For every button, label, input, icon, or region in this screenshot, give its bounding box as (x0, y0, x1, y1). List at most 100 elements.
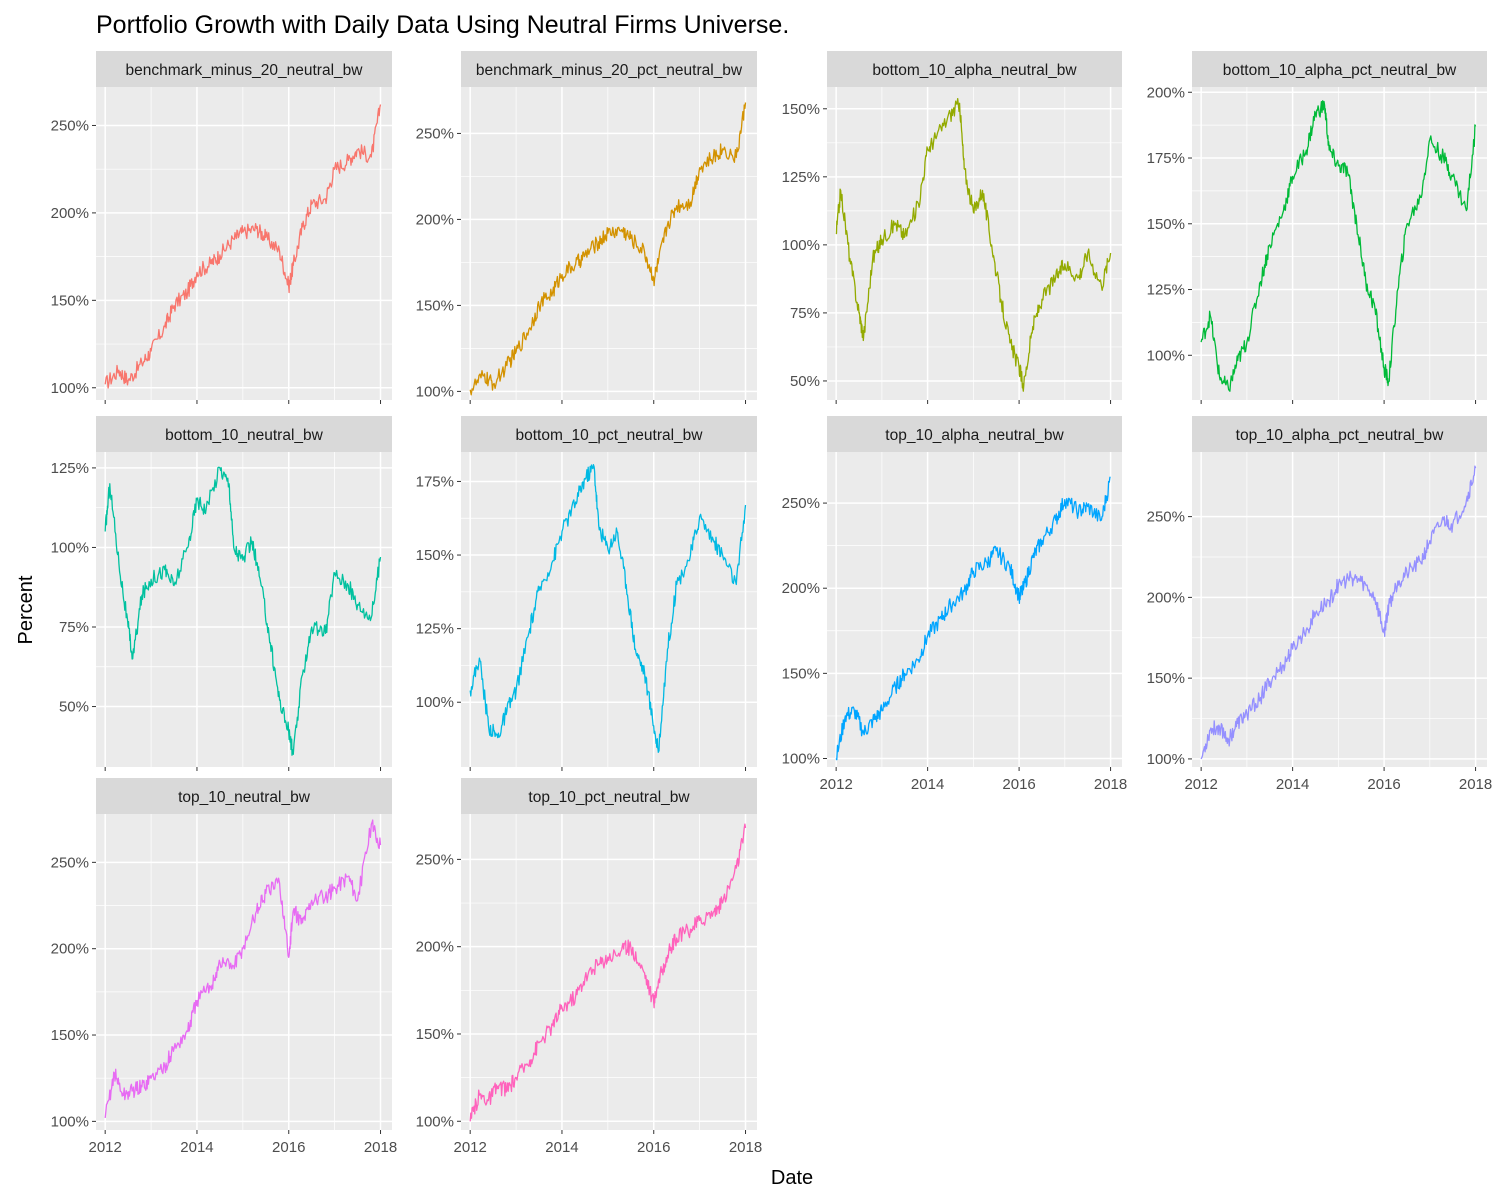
y-tick-label: 100% (51, 1113, 89, 1130)
facet-strip (1192, 51, 1487, 87)
x-tick-label: 2016 (1367, 776, 1400, 793)
facet-strip (461, 778, 757, 814)
series-line-top_10_neutral_bw (104, 819, 382, 1118)
facet-strip-label: top_10_alpha_neutral_bw (885, 427, 1064, 444)
x-tick-label: 2018 (1459, 776, 1492, 793)
facet-panel-top_10_neutral_bw: top_10_neutral_bw 100% 150% 200% 250% 2012 201… (51, 778, 397, 1156)
y-tick-label: 100% (782, 750, 820, 767)
y-tick-label: 100% (416, 1113, 454, 1130)
y-tick-label: 175% (1147, 150, 1185, 167)
facet-strip (827, 51, 1122, 87)
facet-strip (96, 778, 392, 814)
y-tick-label: 250% (782, 495, 820, 512)
y-tick-label: 100% (416, 694, 454, 711)
panel-background (461, 452, 757, 767)
facet-panel-bottom_10_alpha_pct_neutral_bw: bottom_10_alpha_pct_neutral_bw 100% 125% 15… (1147, 51, 1487, 404)
panel-background (827, 452, 1122, 767)
x-tick-label: 2016 (637, 1139, 670, 1156)
x-tick-label: 2012 (453, 1139, 486, 1156)
series-line-bottom_10_alpha_pct_neutral_bw (1200, 100, 1477, 392)
series-line-top_10_alpha_neutral_bw (835, 476, 1111, 761)
x-tick-label: 2012 (1184, 776, 1217, 793)
x-tick-label: 2018 (1094, 776, 1127, 793)
panel-background (96, 814, 392, 1130)
x-axis-title: Date (771, 1167, 813, 1189)
facet-strip (827, 416, 1122, 452)
y-tick-label: 75% (59, 619, 89, 636)
panel-background (1192, 87, 1487, 400)
panel-background (96, 87, 392, 400)
y-tick-label: 150% (51, 1027, 89, 1044)
y-tick-label: 150% (51, 292, 89, 309)
y-tick-label: 175% (416, 473, 454, 490)
y-tick-label: 125% (51, 460, 89, 477)
y-tick-label: 150% (416, 297, 454, 314)
x-tick-label: 2014 (545, 1139, 578, 1156)
y-tick-label: 200% (51, 941, 89, 958)
y-tick-label: 200% (1147, 84, 1185, 101)
y-tick-label: 150% (782, 665, 820, 682)
x-tick-label: 2014 (911, 776, 944, 793)
y-tick-label: 150% (416, 1026, 454, 1043)
series-line-bottom_10_neutral_bw (104, 466, 382, 756)
y-tick-label: 150% (1147, 216, 1185, 233)
series-line-benchmark_minus_20_neutral_bw (104, 104, 382, 389)
y-tick-label: 125% (1147, 282, 1185, 299)
facet-panel-top_10_alpha_neutral_bw: top_10_alpha_neutral_bw 100% 150% 200% 250% 2… (782, 416, 1127, 793)
panel-background (461, 87, 757, 400)
y-tick-label: 200% (416, 939, 454, 956)
facet-strip (461, 51, 757, 87)
panel-background (96, 452, 392, 767)
series-line-top_10_pct_neutral_bw (469, 823, 747, 1122)
y-tick-label: 250% (1147, 509, 1185, 526)
x-tick-label: 2018 (364, 1139, 397, 1156)
facet-panels: benchmark_minus_20_neutral_bw 100% 150% 200… (51, 51, 1492, 1156)
x-tick-label: 2014 (180, 1139, 213, 1156)
facet-strip-label: bottom_10_alpha_pct_neutral_bw (1223, 62, 1457, 79)
facet-strip-label: bottom_10_pct_neutral_bw (516, 427, 704, 444)
y-tick-label: 50% (790, 373, 820, 390)
facet-strip-label: top_10_pct_neutral_bw (528, 789, 690, 806)
facet-panel-bottom_10_neutral_bw: bottom_10_neutral_bw 50% 75% 100% 125% (51, 416, 392, 771)
y-tick-label: 200% (51, 205, 89, 222)
facet-strip (96, 416, 392, 452)
y-axis-title: Percent (15, 575, 37, 644)
y-tick-label: 100% (782, 237, 820, 254)
x-tick-label: 2016 (1002, 776, 1035, 793)
series-line-top_10_alpha_pct_neutral_bw (1200, 465, 1477, 760)
facet-strip-label: benchmark_minus_20_neutral_bw (126, 62, 364, 79)
panel-background (1192, 452, 1487, 767)
x-tick-label: 2016 (272, 1139, 305, 1156)
chart-title: Portfolio Growth with Daily Data Using N… (96, 11, 789, 39)
y-tick-label: 100% (1147, 751, 1185, 768)
y-tick-label: 250% (51, 117, 89, 134)
facet-strip-label: top_10_neutral_bw (178, 789, 311, 806)
facet-panel-top_10_alpha_pct_neutral_bw: top_10_alpha_pct_neutral_bw 100% 150% 200% 2… (1147, 416, 1492, 793)
facet-strip (96, 51, 392, 87)
y-tick-label: 50% (59, 699, 89, 716)
panel-background (827, 87, 1122, 400)
series-line-bottom_10_pct_neutral_bw (469, 464, 747, 753)
y-tick-label: 100% (416, 383, 454, 400)
y-tick-label: 200% (1147, 589, 1185, 606)
x-tick-label: 2018 (729, 1139, 762, 1156)
y-tick-label: 200% (416, 211, 454, 228)
series-line-bottom_10_alpha_neutral_bw (835, 97, 1112, 392)
y-tick-label: 75% (790, 305, 820, 322)
y-tick-label: 150% (416, 547, 454, 564)
y-tick-label: 100% (1147, 347, 1185, 364)
y-tick-label: 200% (782, 580, 820, 597)
facet-panel-bottom_10_pct_neutral_bw: bottom_10_pct_neutral_bw 100% 125% 150% 175% (416, 416, 757, 771)
y-tick-label: 250% (416, 851, 454, 868)
x-tick-label: 2012 (819, 776, 852, 793)
x-tick-label: 2014 (1276, 776, 1309, 793)
y-tick-label: 150% (782, 101, 820, 118)
facet-strip (461, 416, 757, 452)
y-tick-label: 125% (416, 621, 454, 638)
y-tick-label: 100% (51, 539, 89, 556)
facet-strip (1192, 416, 1487, 452)
x-tick-label: 2012 (88, 1139, 121, 1156)
y-tick-label: 250% (416, 125, 454, 142)
facet-panel-bottom_10_alpha_neutral_bw: bottom_10_alpha_neutral_bw 50% 75% 100% 125%… (782, 51, 1122, 404)
